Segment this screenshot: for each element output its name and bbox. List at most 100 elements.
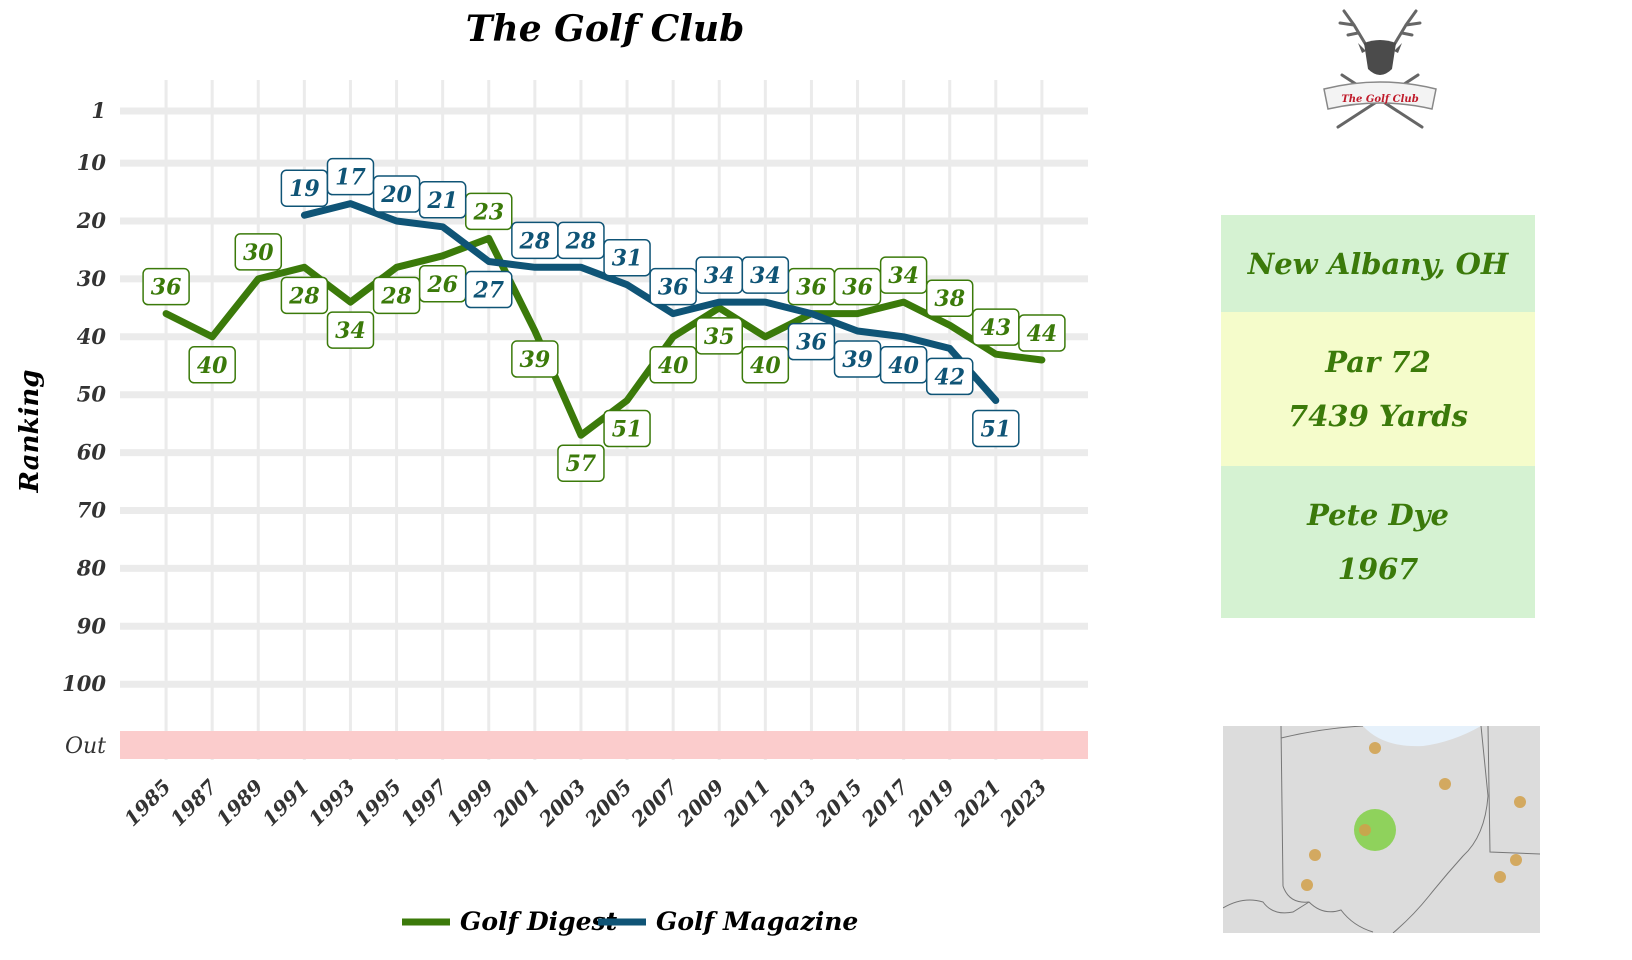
- x-tick-label: 2017: [856, 775, 913, 832]
- x-tick-label: 2009: [672, 775, 729, 832]
- data-label: 19: [289, 176, 320, 202]
- data-label: 28: [380, 283, 412, 309]
- data-label: 35: [704, 324, 735, 350]
- x-tick-label: 1989: [211, 775, 267, 831]
- yards-text: 7439 Yards: [1288, 399, 1468, 433]
- legend: Golf Digest Golf Magazine: [402, 907, 858, 936]
- data-label: 27: [472, 278, 504, 304]
- data-label: 30: [243, 240, 274, 266]
- data-label: 40: [750, 353, 781, 379]
- designer-text: Pete Dye: [1307, 498, 1449, 532]
- data-label: 39: [520, 347, 551, 373]
- data-labels: 36 40 30 28 34 28 26 23 39 57 51 40 35 40 36 36 34 38 43 44…: [142, 157, 1066, 482]
- data-label-box: [649, 346, 697, 384]
- y-tick-label: 10: [77, 150, 107, 175]
- data-label-box: [879, 256, 928, 294]
- stag-head-crossed-clubs-icon: The Golf Club: [1323, 9, 1437, 129]
- location-text: New Albany, OH: [1247, 246, 1509, 281]
- x-tick-label: 1999: [442, 775, 498, 831]
- data-label: 34: [704, 263, 735, 289]
- y-axis-title: Ranking: [15, 370, 45, 494]
- y-tick-label: 60: [77, 440, 107, 465]
- x-tick-label: 1997: [396, 775, 452, 831]
- data-label: 34: [750, 263, 781, 289]
- y-tick-label: 90: [77, 613, 107, 638]
- data-label-box: [142, 267, 190, 306]
- data-label: 36: [151, 275, 182, 301]
- data-label: 28: [519, 228, 551, 254]
- data-label-box: [603, 238, 651, 277]
- data-label-box: [1018, 314, 1066, 352]
- data-label: 17: [335, 165, 366, 191]
- data-label-box: [741, 256, 790, 294]
- y-tick-label: Out: [65, 734, 106, 759]
- data-label-box: [557, 444, 605, 482]
- data-label: 26: [426, 272, 458, 298]
- data-label: 44: [1027, 321, 1058, 347]
- data-label: 38: [934, 286, 965, 312]
- data-label: 36: [658, 275, 689, 301]
- y-ticks: 1 10 20 30 40 50 60 70 80 90 100 Out: [62, 98, 106, 759]
- data-label: 28: [288, 283, 320, 309]
- data-label: 42: [934, 364, 965, 390]
- data-label-box: [465, 270, 513, 309]
- data-label-box: [603, 409, 651, 448]
- data-label: 51: [612, 417, 643, 443]
- data-label: 51: [980, 417, 1011, 443]
- y-tick-label: 80: [76, 555, 107, 580]
- course-panel: Par 72 7439 Yards: [1221, 312, 1535, 466]
- ohio-region-map: [1222, 725, 1541, 934]
- y-tick-label: 50: [77, 382, 107, 407]
- x-tick-label: 2019: [902, 775, 959, 832]
- y-tick-label: 100: [62, 671, 106, 696]
- data-label-box: [787, 322, 836, 361]
- x-tick-label: 2013: [764, 775, 821, 832]
- year-text: 1967: [1337, 552, 1419, 586]
- data-label-box: [280, 276, 329, 315]
- x-ticks: 1985198719891991199319951997199920012003…: [119, 775, 1051, 832]
- x-tick-label: 2003: [533, 775, 590, 832]
- data-label: 23: [472, 199, 504, 225]
- data-label: 34: [335, 318, 366, 344]
- data-label-box: [925, 279, 974, 317]
- data-label: 28: [565, 228, 597, 254]
- y-tick-label: 70: [77, 498, 107, 523]
- data-label-box: [557, 221, 605, 260]
- data-label: 40: [888, 353, 919, 379]
- x-tick-label: 2005: [580, 775, 637, 832]
- legend-label-golf-magazine: Golf Magazine: [656, 907, 858, 936]
- data-label: 31: [612, 246, 643, 272]
- data-label: 40: [658, 353, 689, 379]
- x-tick-label: 2015: [810, 775, 867, 832]
- x-tick-label: 1985: [119, 775, 175, 831]
- data-label-box: [188, 346, 236, 384]
- x-tick-label: 1987: [165, 775, 221, 831]
- data-label-box: [741, 346, 790, 384]
- x-tick-label: 2007: [626, 775, 683, 832]
- x-tick-label: 2021: [948, 775, 1005, 832]
- data-label: 43: [980, 315, 1011, 341]
- y-tick-label: 30: [77, 266, 107, 291]
- data-label: 36: [842, 275, 873, 301]
- svg-text:The Golf Club: The Golf Club: [1341, 94, 1418, 105]
- x-tick-label: 2023: [994, 775, 1051, 832]
- data-label: 39: [842, 347, 873, 373]
- chart-title: The Golf Club: [466, 8, 745, 50]
- data-label: 36: [796, 330, 827, 356]
- data-label-box: [925, 357, 974, 396]
- data-label: 34: [888, 263, 919, 289]
- data-label-box: [972, 409, 1020, 448]
- designer-panel: Pete Dye 1967: [1221, 466, 1535, 618]
- data-label-box: [695, 317, 743, 355]
- data-label-box: [326, 311, 375, 349]
- data-label: 20: [380, 182, 412, 208]
- data-label-box: [511, 340, 559, 378]
- data-label: 40: [197, 353, 228, 379]
- x-tick-label: 1991: [258, 775, 314, 831]
- data-label: 36: [796, 275, 827, 301]
- data-label: 57: [566, 451, 597, 477]
- par-text: Par 72: [1325, 345, 1431, 379]
- location-panel: New Albany, OH: [1221, 215, 1535, 312]
- legend-label-golf-digest: Golf Digest: [460, 907, 618, 936]
